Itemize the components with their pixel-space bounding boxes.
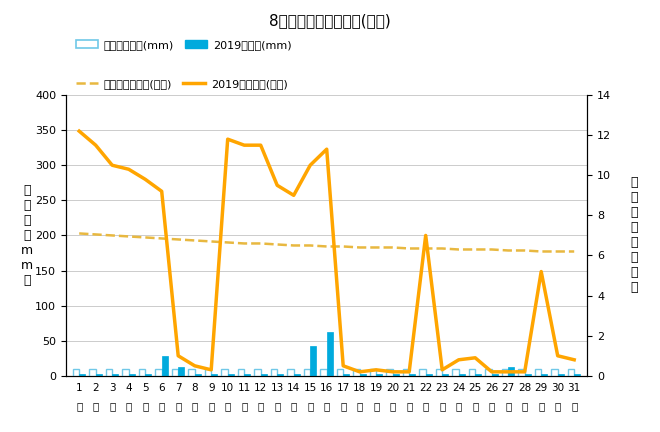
Bar xyxy=(541,374,547,376)
Bar xyxy=(90,369,96,376)
Bar xyxy=(343,374,349,376)
Bar xyxy=(492,374,498,376)
Bar xyxy=(79,374,86,376)
Text: 日: 日 xyxy=(191,401,198,411)
Bar xyxy=(442,374,448,376)
Text: 日: 日 xyxy=(571,401,578,411)
Bar xyxy=(320,369,327,376)
Bar xyxy=(222,369,228,376)
Bar xyxy=(172,369,178,376)
Text: 8月降水量・日照時間(日別): 8月降水量・日照時間(日別) xyxy=(269,13,391,28)
Text: 日: 日 xyxy=(241,401,248,411)
Text: 日: 日 xyxy=(109,401,116,411)
Bar xyxy=(393,374,399,376)
Text: 日: 日 xyxy=(257,401,264,411)
Bar xyxy=(419,369,426,376)
Bar xyxy=(238,369,244,376)
Bar xyxy=(508,367,514,376)
Bar xyxy=(459,374,465,376)
Bar xyxy=(271,369,277,376)
Bar xyxy=(426,374,432,376)
Text: 日: 日 xyxy=(340,401,347,411)
Bar xyxy=(228,374,234,376)
Bar xyxy=(155,369,162,376)
Bar xyxy=(96,374,102,376)
Text: 日: 日 xyxy=(125,401,132,411)
Bar xyxy=(310,346,316,376)
Bar xyxy=(436,369,442,376)
Bar xyxy=(403,369,409,376)
Bar xyxy=(261,374,267,376)
Bar xyxy=(485,369,492,376)
Bar xyxy=(568,369,574,376)
Bar xyxy=(386,369,393,376)
Bar xyxy=(518,369,525,376)
Bar xyxy=(112,374,118,376)
Bar xyxy=(244,374,250,376)
Bar xyxy=(370,369,376,376)
Bar xyxy=(195,374,201,376)
Bar xyxy=(327,332,333,376)
Bar xyxy=(294,374,300,376)
Text: 日: 日 xyxy=(224,401,231,411)
Text: 日: 日 xyxy=(274,401,280,411)
Legend: 降水量平年値(mm), 2019降水量(mm): 降水量平年値(mm), 2019降水量(mm) xyxy=(71,36,296,55)
Text: 日: 日 xyxy=(307,401,314,411)
Text: 日: 日 xyxy=(76,401,82,411)
Bar xyxy=(178,367,184,376)
Bar xyxy=(139,369,145,376)
Text: 日: 日 xyxy=(142,401,148,411)
Text: 日: 日 xyxy=(488,401,495,411)
Text: 日: 日 xyxy=(290,401,297,411)
Y-axis label: 日
照
時
間
（
時
間
）: 日 照 時 間 （ 時 間 ） xyxy=(630,176,638,295)
Bar xyxy=(353,369,360,376)
Bar xyxy=(123,369,129,376)
Bar xyxy=(304,369,310,376)
Bar xyxy=(254,369,261,376)
Text: 日: 日 xyxy=(505,401,512,411)
Bar xyxy=(277,374,283,376)
Y-axis label: 降
水
量
（
m
m
）: 降 水 量 （ m m ） xyxy=(21,184,33,287)
Text: 日: 日 xyxy=(323,401,330,411)
Bar xyxy=(525,374,531,376)
Bar xyxy=(551,369,558,376)
Bar xyxy=(558,374,564,376)
Text: 日: 日 xyxy=(356,401,363,411)
Bar xyxy=(73,369,79,376)
Bar xyxy=(162,356,168,376)
Bar xyxy=(287,369,294,376)
Bar xyxy=(502,369,508,376)
Bar xyxy=(188,369,195,376)
Text: 日: 日 xyxy=(455,401,462,411)
Text: 日: 日 xyxy=(472,401,478,411)
Text: 日: 日 xyxy=(389,401,396,411)
Bar xyxy=(205,369,211,376)
Bar xyxy=(535,369,541,376)
Legend: 日照時間平年値(時間), 2019日照時間(時間): 日照時間平年値(時間), 2019日照時間(時間) xyxy=(71,75,292,94)
Bar xyxy=(574,374,580,376)
Text: 日: 日 xyxy=(554,401,561,411)
Text: 日: 日 xyxy=(92,401,99,411)
Text: 日: 日 xyxy=(422,401,429,411)
Bar xyxy=(409,374,415,376)
Bar xyxy=(376,374,382,376)
Bar xyxy=(106,369,112,376)
Text: 日: 日 xyxy=(439,401,446,411)
Bar xyxy=(145,374,152,376)
Text: 日: 日 xyxy=(538,401,544,411)
Bar xyxy=(360,374,366,376)
Text: 日: 日 xyxy=(521,401,528,411)
Text: 日: 日 xyxy=(406,401,412,411)
Bar xyxy=(475,374,481,376)
Text: 日: 日 xyxy=(373,401,380,411)
Bar xyxy=(469,369,475,376)
Bar xyxy=(337,369,343,376)
Bar xyxy=(129,374,135,376)
Text: 日: 日 xyxy=(175,401,182,411)
Text: 日: 日 xyxy=(158,401,165,411)
Bar xyxy=(211,374,217,376)
Bar xyxy=(452,369,459,376)
Text: 日: 日 xyxy=(208,401,214,411)
